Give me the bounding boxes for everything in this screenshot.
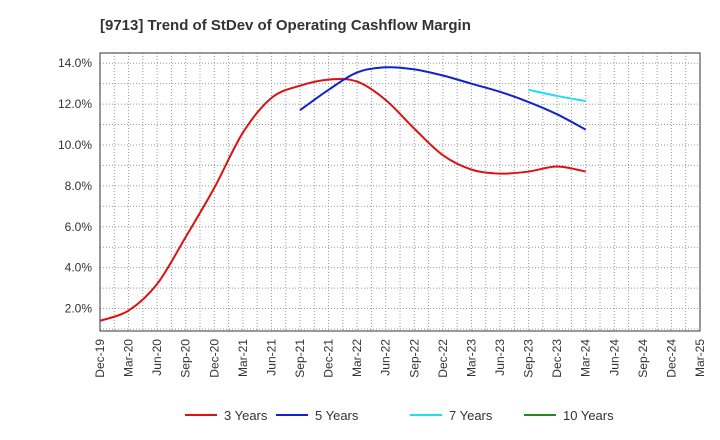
legend-label-10-years: 10 Years: [563, 408, 614, 423]
y-tick-label: 12.0%: [58, 97, 92, 111]
x-tick-label: Dec-21: [322, 339, 336, 378]
x-tick-label: Mar-21: [236, 339, 250, 377]
grid: [100, 53, 700, 331]
legend-label-5-years: 5 Years: [315, 408, 359, 423]
y-axis-ticks: 2.0% 4.0% 6.0% 8.0% 10.0% 12.0% 14.0%: [58, 56, 92, 315]
x-tick-label: Mar-25: [693, 339, 707, 377]
y-tick-label: 6.0%: [65, 220, 93, 234]
x-tick-label: Mar-20: [122, 339, 136, 377]
x-tick-label: Sep-20: [179, 339, 193, 378]
x-tick-label: Sep-22: [407, 339, 421, 378]
x-tick-label: Sep-24: [636, 339, 650, 378]
x-tick-label: Dec-22: [436, 339, 450, 378]
y-tick-label: 4.0%: [65, 261, 93, 275]
x-tick-label: Sep-23: [522, 339, 536, 378]
legend-label-7-years: 7 Years: [449, 408, 493, 423]
x-tick-label: Jun-20: [150, 339, 164, 376]
legend-label-3-years: 3 Years: [224, 408, 268, 423]
legend: 3 Years 5 Years 7 Years 10 Years: [185, 408, 614, 423]
y-tick-label: 10.0%: [58, 138, 92, 152]
series-line-7-years: [528, 88, 586, 103]
y-tick-label: 14.0%: [58, 56, 92, 70]
x-tick-label: Jun-21: [264, 339, 278, 376]
plot-frame: [99, 52, 701, 332]
x-tick-label: Dec-23: [550, 339, 564, 378]
series-line-5-years: [299, 66, 587, 131]
x-tick-label: Dec-20: [207, 339, 221, 378]
x-tick-label: Jun-24: [607, 339, 621, 376]
x-tick-label: Jun-23: [493, 339, 507, 376]
x-tick-label: Jun-22: [379, 339, 393, 376]
x-tick-label: Dec-24: [664, 339, 678, 378]
x-tick-label: Mar-23: [464, 339, 478, 377]
chart-title: [9713] Trend of StDev of Operating Cashf…: [100, 17, 471, 34]
x-tick-label: Dec-19: [93, 339, 107, 378]
y-tick-label: 2.0%: [65, 302, 93, 316]
x-tick-label: Sep-21: [293, 339, 307, 378]
x-axis-ticks: Dec-19 Mar-20 Jun-20 Sep-20 Dec-20 Mar-21 Jun-…: [93, 339, 707, 378]
x-tick-label: Mar-24: [579, 339, 593, 377]
series-lines: [99, 66, 587, 322]
x-tick-label: Mar-22: [350, 339, 364, 377]
y-tick-label: 8.0%: [65, 179, 93, 193]
